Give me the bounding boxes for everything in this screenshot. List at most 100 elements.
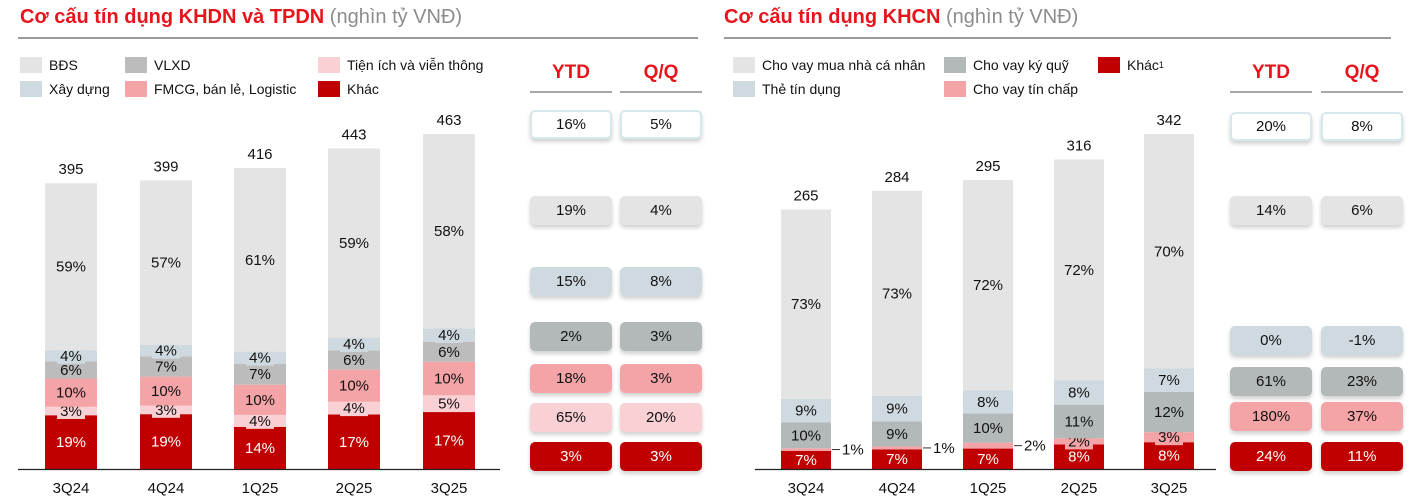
- bar-segment: [1144, 391, 1194, 433]
- legend-label: BĐS: [49, 57, 78, 73]
- ytd-growth-badge: 65%: [530, 403, 612, 432]
- x-tick-label: 4Q24: [148, 480, 185, 497]
- qoq-growth-badge: 6%: [1321, 196, 1403, 225]
- segment-label: 8%: [977, 394, 999, 411]
- segment-label: 9%: [886, 401, 908, 418]
- segment-label: 57%: [151, 255, 181, 272]
- ytd-growth-badge: 24%: [1230, 442, 1312, 471]
- ytd-header: YTD: [1252, 62, 1290, 83]
- label-background: [340, 352, 368, 369]
- bar-segment: [872, 190, 922, 396]
- ytd-growth-badge: 3%: [530, 442, 612, 471]
- bar-segment: [45, 183, 97, 351]
- label-background: [57, 361, 85, 378]
- legend-swatch: [125, 57, 147, 73]
- segment-label: 61%: [245, 252, 275, 269]
- label-background: [340, 335, 368, 352]
- bar-segment: [140, 414, 192, 469]
- segment-label: 1%: [842, 442, 864, 459]
- segment-label: 6%: [343, 352, 365, 369]
- segment-label: 72%: [973, 277, 1003, 294]
- legend-swatch: [944, 81, 966, 97]
- label-background: [152, 342, 180, 359]
- bar-segment: [781, 448, 831, 451]
- segment-label: 6%: [60, 362, 82, 379]
- bar-segment: [963, 390, 1013, 414]
- bar-segment: [963, 413, 1013, 443]
- qoq-growth-badge: 3%: [620, 442, 702, 471]
- ytd-growth-badge: 2%: [530, 322, 612, 351]
- bar-segment: [781, 398, 831, 423]
- segment-label: 2%: [1024, 438, 1046, 455]
- segment-label: 4%: [155, 343, 177, 360]
- legend-item: Cho vay ký quỹ: [944, 57, 1069, 73]
- qoq-growth-badge: 20%: [620, 403, 702, 432]
- ytd-growth-badge: 14%: [1230, 196, 1312, 225]
- legend-item: FMCG, bán lẻ, Logistic: [125, 81, 296, 97]
- legend-label: Cho vay mua nhà cá nhân: [762, 57, 926, 73]
- legend-swatch: [20, 81, 42, 97]
- bar-segment: [872, 449, 922, 469]
- total-label: 284: [884, 169, 909, 186]
- total-label: 416: [247, 146, 272, 163]
- ytd-growth-badge: 61%: [1230, 367, 1312, 396]
- bar-segment: [328, 148, 380, 338]
- segment-label: 6%: [438, 344, 460, 361]
- legend-item: Xây dựng: [20, 81, 110, 97]
- segment-label: 9%: [886, 426, 908, 443]
- bar-segment: [45, 378, 97, 407]
- segment-label: 3%: [155, 402, 177, 419]
- label-background: [1155, 429, 1183, 446]
- bar-segment: [423, 341, 475, 362]
- segment-label: 7%: [886, 451, 908, 468]
- segment-label: 7%: [795, 452, 817, 469]
- bar-segment: [328, 414, 380, 469]
- qoq-growth-badge: 8%: [620, 267, 702, 296]
- total-label: 395: [58, 161, 83, 178]
- segment-label: 58%: [434, 223, 464, 240]
- x-tick-label: 3Q24: [788, 480, 825, 497]
- legend-swatch: [20, 57, 42, 73]
- title-unit: (nghìn tỷ VNĐ): [946, 6, 1079, 28]
- ytd-growth-badge: 0%: [1230, 326, 1312, 355]
- segment-label: 4%: [249, 350, 271, 367]
- legend-swatch: [125, 81, 147, 97]
- segment-label: 1%: [933, 440, 955, 457]
- bar-segment: [234, 426, 286, 469]
- ytd-growth-badge: 18%: [530, 364, 612, 393]
- x-tick-label: 2Q25: [336, 480, 373, 497]
- segment-label: 4%: [343, 336, 365, 353]
- bar-segment: [140, 356, 192, 377]
- total-label: 295: [975, 158, 1000, 175]
- segment-label: 19%: [56, 434, 86, 451]
- title-divider: [18, 37, 698, 39]
- segment-label: 7%: [977, 451, 999, 468]
- title-text: Cơ cấu tín dụng KHDN và TPDN: [20, 6, 325, 28]
- label-background: [435, 395, 463, 412]
- segment-label: 8%: [1068, 384, 1090, 401]
- segment-label: 10%: [339, 378, 369, 395]
- bar-segment: [423, 361, 475, 396]
- qoq-growth-badge: 4%: [620, 196, 702, 225]
- total-label: 342: [1156, 112, 1181, 129]
- segment-label: 10%: [245, 392, 275, 409]
- ytd-header: YTD: [552, 62, 590, 83]
- segment-label: 8%: [1158, 448, 1180, 465]
- segment-label: 17%: [434, 433, 464, 450]
- legend-swatch: [944, 57, 966, 73]
- legend-swatch: [733, 81, 755, 97]
- segment-label: 4%: [343, 400, 365, 417]
- segment-label: 3%: [60, 403, 82, 420]
- segment-label: 73%: [791, 296, 821, 313]
- qoq-growth-badge: 3%: [620, 322, 702, 351]
- legend-item: BĐS: [20, 57, 78, 73]
- legend-item: Khác: [318, 81, 379, 97]
- segment-label: 12%: [1154, 404, 1184, 421]
- segment-label: 19%: [151, 434, 181, 451]
- segment-label: 3%: [1158, 429, 1180, 446]
- segment-label: 8%: [1068, 449, 1090, 466]
- x-tick-label: 2Q25: [1061, 480, 1098, 497]
- segment-label: 17%: [339, 434, 369, 451]
- bar-segment: [781, 209, 831, 399]
- bar-segment: [872, 421, 922, 447]
